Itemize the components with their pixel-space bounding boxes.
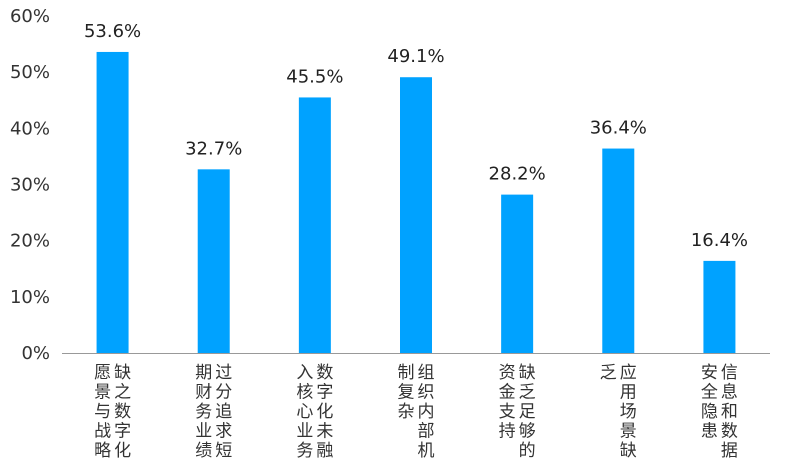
y-tick-label: 10% [10, 287, 50, 308]
y-tick-label: 0% [21, 343, 50, 364]
category-label: 乏 [600, 363, 617, 383]
data-label: 49.1% [387, 46, 444, 67]
category-label: 制复杂 [398, 363, 415, 422]
category-label: 应用场景缺 [620, 363, 637, 461]
y-tick-label: 50% [10, 62, 50, 83]
bar [298, 97, 331, 353]
bars-group [96, 51, 736, 354]
y-tick-label: 60% [10, 6, 50, 27]
data-label: 32.7% [185, 138, 242, 159]
y-axis-ticks: 0% 10% 20% 30% 40% 50% 60% [10, 6, 50, 364]
category-label: 缺之数字化 [114, 363, 131, 461]
bar [703, 260, 736, 353]
y-tick-label: 20% [10, 231, 50, 252]
data-label: 45.5% [286, 66, 343, 87]
data-label: 53.6% [84, 21, 141, 42]
y-tick-label: 40% [10, 118, 50, 139]
bar [96, 51, 129, 354]
category-label: 数字化未融 [316, 363, 333, 461]
category-label: 愿景与战略 [94, 363, 111, 461]
category-label: 过分追求短 [215, 363, 232, 461]
data-labels-group: 53.6% 32.7% 45.5% 49.1% 28.2% 36.4% 16.4% [84, 21, 748, 251]
category-label: 资金支持 [499, 363, 516, 442]
bar [400, 77, 432, 353]
category-label: 期财务业绩 [195, 363, 212, 461]
data-label: 36.4% [590, 118, 647, 139]
bar [602, 148, 635, 353]
bar [501, 194, 534, 353]
category-label: 缺乏足够的 [519, 363, 536, 461]
y-tick-label: 30% [10, 175, 50, 196]
data-label: 28.2% [489, 164, 546, 185]
category-label: 安全隐患 [701, 363, 718, 442]
bar [197, 169, 230, 353]
category-label: 入核心业务 [296, 363, 313, 461]
category-label: 组织内部机 [418, 363, 435, 461]
data-label: 16.4% [691, 230, 748, 251]
category-label: 信息和数据 [721, 363, 738, 461]
